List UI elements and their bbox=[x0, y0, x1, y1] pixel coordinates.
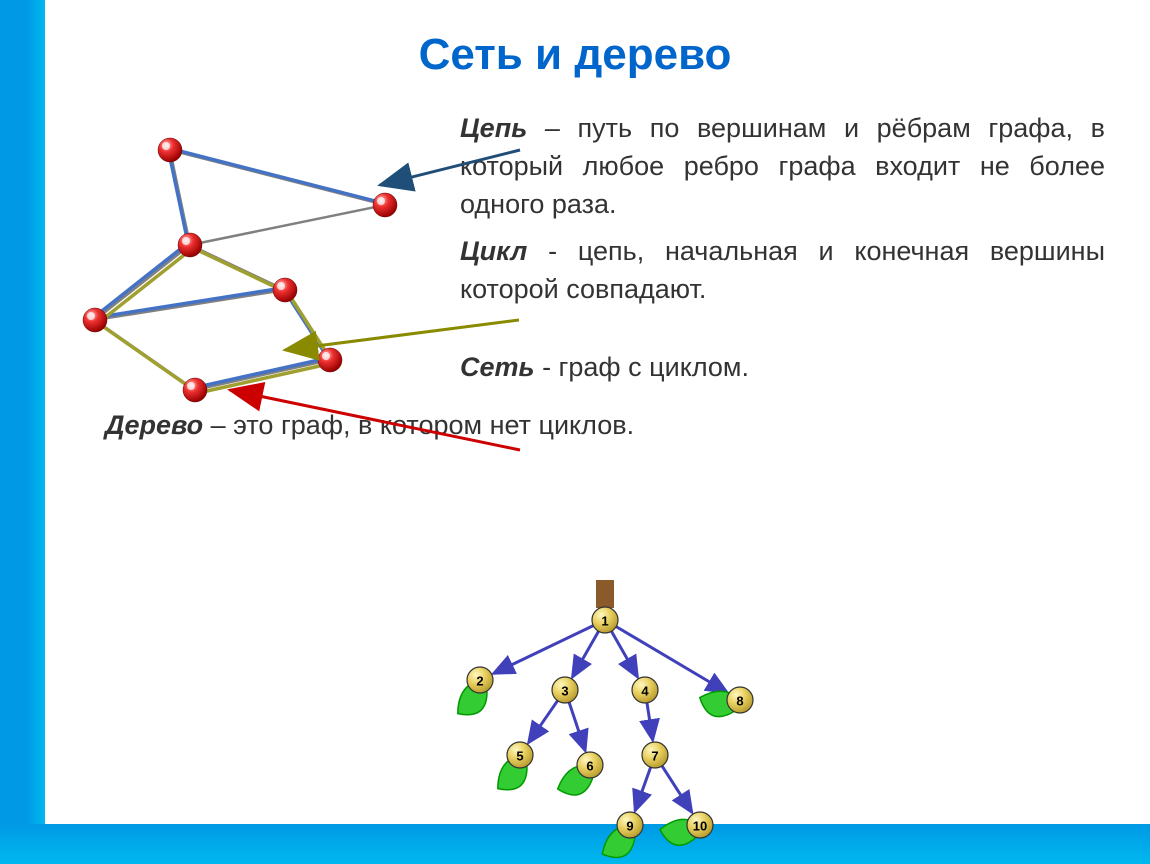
text-network: - граф с циклом. bbox=[535, 352, 749, 382]
text-cycle: - цепь, начальная и конечная вершины кот… bbox=[460, 236, 1105, 304]
svg-text:9: 9 bbox=[626, 819, 633, 834]
svg-text:2: 2 bbox=[476, 674, 483, 689]
svg-text:5: 5 bbox=[516, 749, 523, 764]
tree-nodes: 1 2 3 4 8 5 6 7 9 10 bbox=[467, 607, 753, 838]
tree-edges bbox=[494, 626, 728, 813]
definition-network: Сеть - граф с циклом. bbox=[460, 349, 1105, 387]
pointer-arrows bbox=[230, 150, 520, 450]
network-graph-diagram bbox=[75, 110, 545, 480]
left-accent-bar bbox=[0, 0, 45, 864]
tree-diagram: 1 2 3 4 8 5 6 7 9 10 bbox=[420, 580, 800, 860]
text-chain: – путь по вершинам и рёбрам графа, в кот… bbox=[460, 113, 1105, 219]
svg-text:3: 3 bbox=[561, 684, 568, 699]
svg-text:10: 10 bbox=[693, 819, 707, 834]
page-title: Сеть и дерево bbox=[0, 30, 1150, 80]
definition-cycle: Цикл - цепь, начальная и конечная вершин… bbox=[460, 233, 1105, 309]
definition-chain: Цепь – путь по вершинам и рёбрам графа, … bbox=[460, 110, 1105, 223]
svg-text:6: 6 bbox=[586, 759, 593, 774]
svg-text:8: 8 bbox=[736, 694, 743, 709]
tree-trunk bbox=[596, 580, 614, 608]
svg-text:7: 7 bbox=[651, 749, 658, 764]
svg-text:1: 1 bbox=[601, 614, 608, 629]
svg-text:4: 4 bbox=[641, 684, 649, 699]
